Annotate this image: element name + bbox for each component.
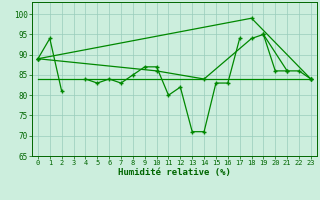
X-axis label: Humidité relative (%): Humidité relative (%) bbox=[118, 168, 231, 177]
